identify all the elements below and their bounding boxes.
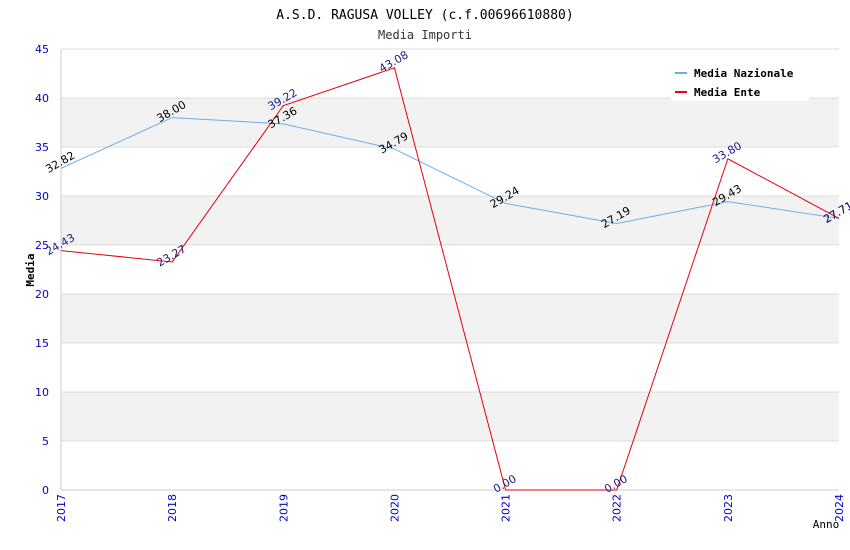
grid-band — [61, 294, 839, 343]
y-tick-label: 15 — [35, 337, 49, 350]
y-tick-label: 30 — [35, 190, 49, 203]
x-tick-label: 2022 — [611, 494, 624, 522]
y-tick-label: 40 — [35, 92, 49, 105]
y-tick-label: 20 — [35, 288, 49, 301]
legend-box — [671, 60, 809, 101]
axes: 0 5 10 15 20 25 30 35 40 45 2017 2018 2019 2020 2021 20… — [35, 43, 846, 522]
y-tick-label: 10 — [35, 386, 49, 399]
data-label: 43.08 — [377, 48, 411, 75]
data-label: 23.27 — [155, 242, 189, 269]
data-label: 24.43 — [43, 231, 77, 258]
x-tick-label: 2024 — [833, 494, 846, 522]
legend-entry: Media Nazionale — [694, 67, 794, 80]
y-tick-label: 25 — [35, 239, 49, 252]
x-axis-label: Anno — [813, 518, 840, 531]
grid-bands — [61, 98, 839, 441]
x-tick-label: 2017 — [55, 494, 68, 522]
chart-subtitle: Media Importi — [378, 28, 472, 42]
y-tick-label: 0 — [42, 484, 49, 497]
legend: Media Nazionale Media Ente — [671, 60, 809, 101]
y-tick-label: 5 — [42, 435, 49, 448]
x-tick-label: 2023 — [722, 494, 735, 522]
x-tick-label: 2019 — [277, 494, 290, 522]
grid-band — [61, 392, 839, 441]
x-tick-label: 2018 — [166, 494, 179, 522]
x-tick-label: 2021 — [500, 494, 513, 522]
chart-title: A.S.D. RAGUSA VOLLEY (c.f.00696610880) — [276, 8, 573, 23]
x-tick-label: 2020 — [388, 494, 401, 522]
y-tick-label: 45 — [35, 43, 49, 56]
series-layer — [60, 67, 840, 491]
grid-band — [61, 196, 839, 245]
legend-entry: Media Ente — [694, 86, 761, 99]
y-tick-label: 35 — [35, 141, 49, 154]
y-axis-label: Media — [24, 253, 37, 286]
data-label: 0.00 — [602, 472, 630, 496]
series-line-media-nazionale — [60, 117, 840, 225]
series-line-media-ente — [60, 67, 840, 491]
grid-band — [61, 98, 839, 147]
data-label: 0.00 — [491, 472, 519, 496]
